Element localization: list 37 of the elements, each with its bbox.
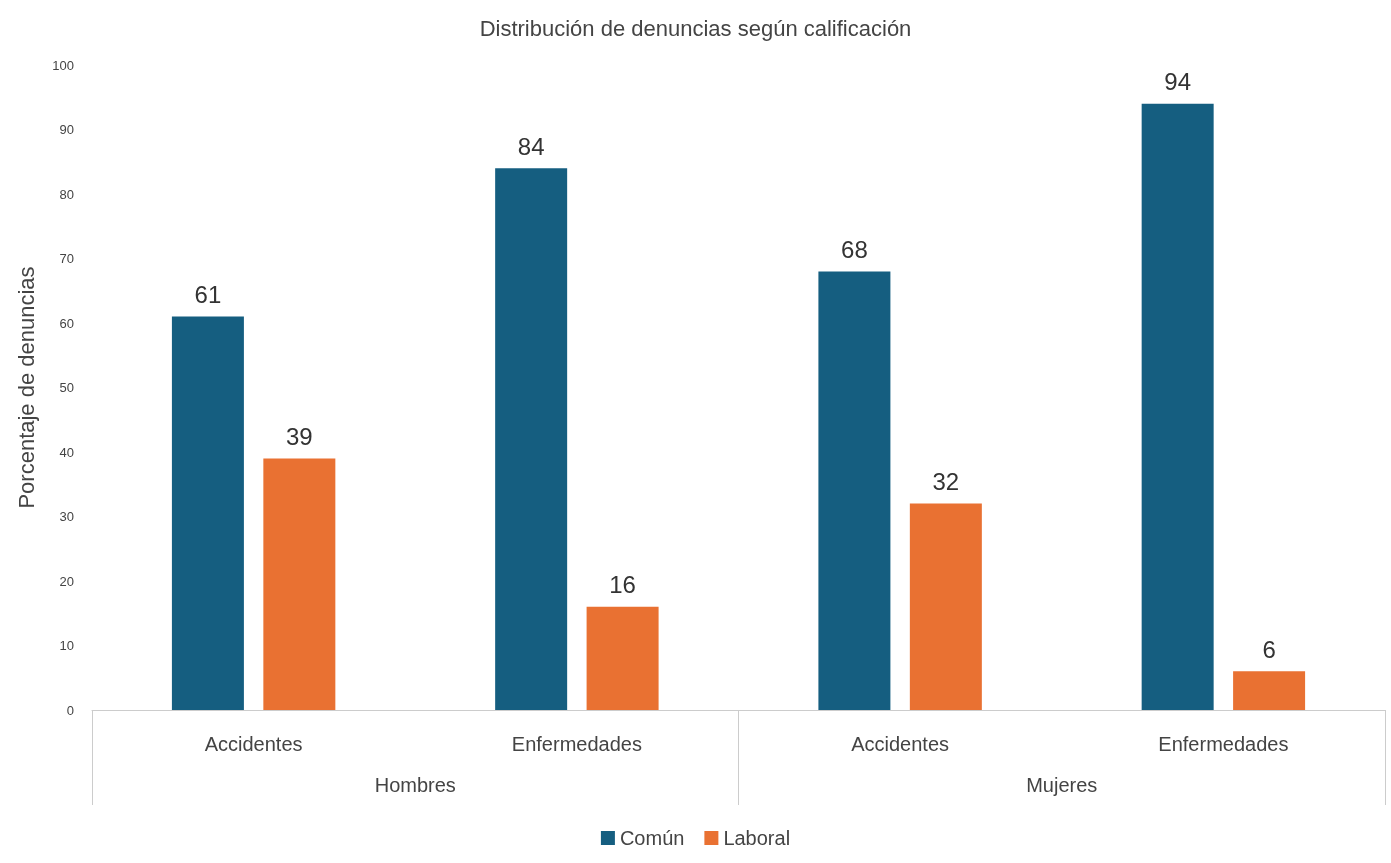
data-label: 6 <box>1262 635 1276 663</box>
legend-label: Laboral <box>723 827 791 849</box>
x-tick-label: Enfermedades <box>511 733 642 755</box>
y-tick-label: 50 <box>59 380 74 395</box>
bar <box>909 503 982 710</box>
data-label: 61 <box>194 281 222 309</box>
text: Mujeres <box>1026 774 1098 796</box>
chart-title: Distribución de denuncias según calificación <box>479 15 912 41</box>
bar <box>818 271 891 710</box>
data-label: 68 <box>841 235 868 263</box>
data-label: 94 <box>1164 68 1192 96</box>
legend-label: Común <box>619 827 685 849</box>
bar <box>495 168 568 710</box>
y-tick-label: 10 <box>59 638 74 653</box>
bar <box>171 316 244 710</box>
y-tick-label: 90 <box>59 122 74 137</box>
y-tick-label: 60 <box>59 315 74 331</box>
bar <box>1233 671 1306 710</box>
data-label: 84 <box>517 132 545 160</box>
x-tick-label: Accidentes <box>204 733 303 755</box>
x-tick-label: Enfermedades <box>1158 733 1289 755</box>
y-tick-label: 20 <box>59 573 74 589</box>
data-label: 32 <box>932 468 960 496</box>
data-label: 16 <box>609 571 636 599</box>
y-tick-label: 30 <box>59 509 74 524</box>
data-label: 39 <box>285 422 313 450</box>
y-axis-title: Porcentaje de denuncias <box>13 266 39 509</box>
y-tick-label: 100 <box>52 57 74 73</box>
y-tick-label: 40 <box>59 444 74 460</box>
y-tick-label: 0 <box>66 702 74 718</box>
y-tick-label: 80 <box>59 186 74 202</box>
y-tick-label: 70 <box>59 251 74 266</box>
x-tick-label: Accidentes <box>851 733 950 755</box>
bar <box>263 458 336 710</box>
bar <box>1141 103 1214 710</box>
text: Hombres <box>374 774 456 796</box>
bar <box>586 606 659 710</box>
